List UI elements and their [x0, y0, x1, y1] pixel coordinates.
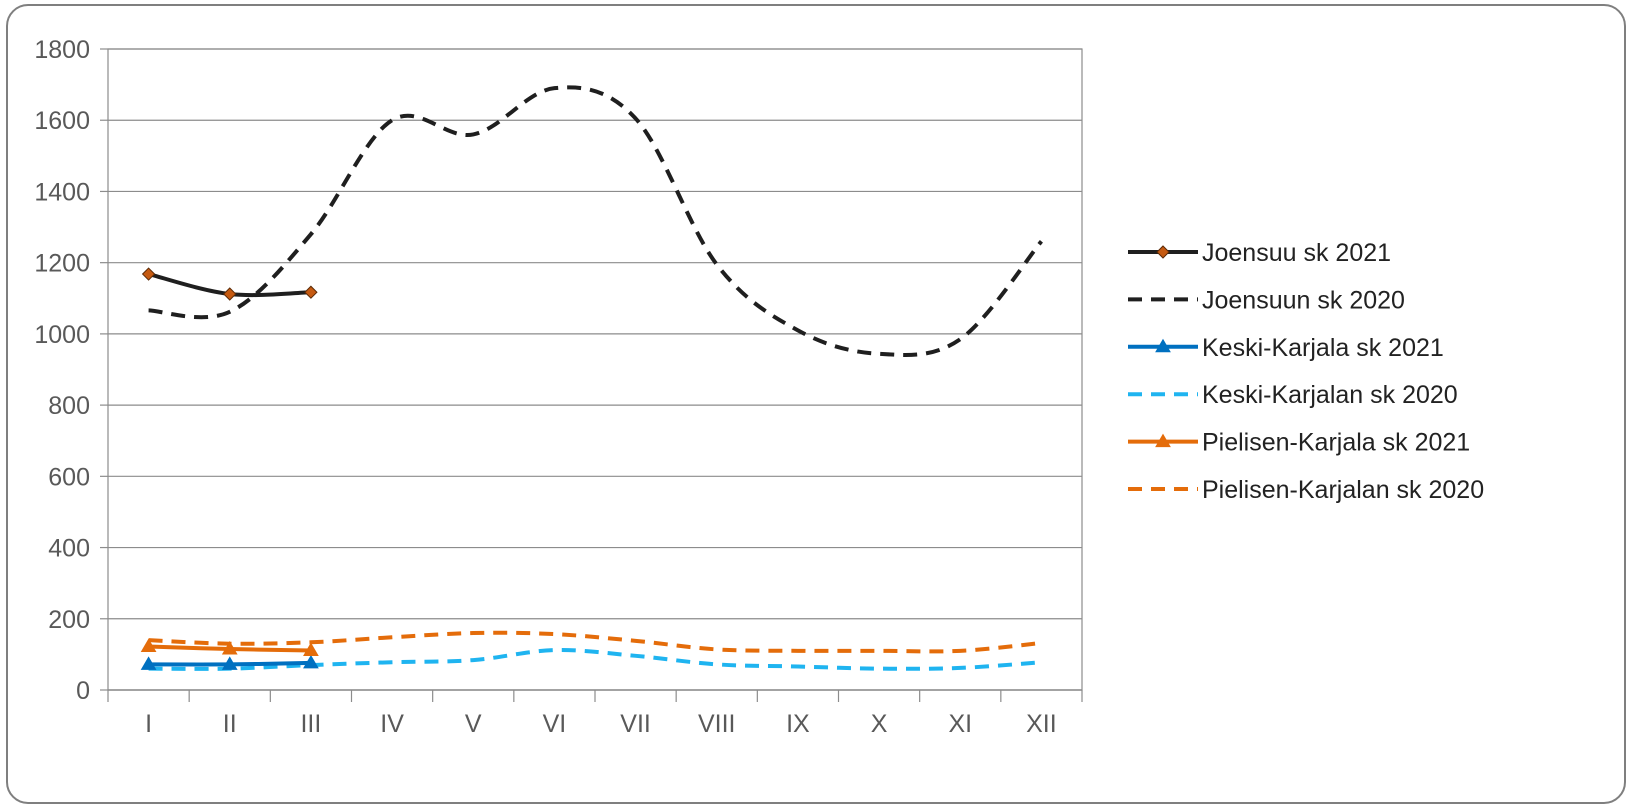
series-5 [148, 630, 1042, 654]
data-point [303, 654, 319, 669]
x-tick-label: IV [380, 710, 404, 738]
axes [100, 48, 1083, 702]
legend-label: Keski-Karjalan sk 2020 [1202, 381, 1458, 409]
series-line [148, 648, 1042, 671]
data-point [140, 656, 157, 670]
legend-label: Joensuun sk 2020 [1202, 286, 1405, 314]
y-tick-label: 1000 [34, 321, 90, 349]
legend-marker [1155, 338, 1171, 353]
x-tick-label: X [871, 710, 888, 738]
series-3 [148, 648, 1042, 671]
x-tick-label: V [465, 710, 482, 738]
x-tick-label: III [300, 710, 321, 738]
series-2 [140, 654, 319, 670]
legend-marker [1155, 433, 1171, 448]
y-tick-label: 0 [76, 677, 90, 705]
x-tick-label: XI [948, 710, 972, 738]
data-point [221, 641, 238, 655]
y-tick-label: 1600 [34, 107, 90, 135]
series-0 [141, 267, 318, 301]
y-tick-label: 1400 [34, 178, 90, 206]
x-tick-label: I [145, 710, 152, 738]
data-point [303, 642, 319, 656]
legend-item: Pielisen-Karjalan sk 2020 [1128, 476, 1484, 504]
legend-label: Joensuu sk 2021 [1202, 239, 1391, 267]
series-4 [140, 638, 319, 656]
x-tick-label: II [223, 710, 237, 738]
legend-item: Joensuun sk 2020 [1128, 286, 1405, 314]
series-line [148, 630, 1042, 654]
legend-label: Pielisen-Karjalan sk 2020 [1202, 476, 1484, 504]
x-tick-label: VIII [698, 710, 736, 738]
x-tick-label: IX [786, 710, 810, 738]
data-point [221, 656, 238, 670]
x-tick-label: VI [543, 710, 567, 738]
series-line [148, 85, 1043, 357]
y-tick-label: 400 [48, 535, 90, 563]
legend-item: Pielisen-Karjala sk 2021 [1128, 429, 1470, 457]
y-tick-label: 1200 [34, 250, 90, 278]
legend-item: Joensuu sk 2021 [1128, 239, 1391, 267]
chart-frame [6, 4, 1626, 804]
data-point [304, 285, 318, 299]
y-tick-labels: 0 200 400 600 800 1000 1200 1400 1600 1800 [34, 36, 90, 705]
legend: Joensuu sk 2021 Joensuun sk 2020 Keski-Kar… [1128, 239, 1484, 504]
x-tick-labels: I II III IV V VI VII VIII IX X XI XII [145, 710, 1057, 738]
legend-marker [1156, 245, 1170, 259]
data-point [140, 638, 157, 653]
series-1 [148, 85, 1043, 357]
gridlines [108, 48, 1082, 620]
data-point [223, 287, 237, 301]
data-point [141, 267, 156, 281]
y-tick-label: 200 [48, 606, 90, 634]
series-lines [140, 85, 1043, 671]
y-tick-label: 1800 [34, 36, 90, 64]
x-tick-label: VII [620, 710, 651, 738]
legend-label: Pielisen-Karjala sk 2021 [1202, 429, 1470, 457]
legend-item: Keski-Karjala sk 2021 [1128, 334, 1444, 362]
plot-area-border [107, 48, 1083, 691]
y-tick-label: 600 [48, 463, 90, 491]
x-tick-label: XII [1026, 710, 1057, 738]
legend-item: Keski-Karjalan sk 2020 [1128, 381, 1458, 409]
legend-label: Keski-Karjala sk 2021 [1202, 334, 1444, 362]
y-tick-label: 800 [48, 392, 90, 420]
